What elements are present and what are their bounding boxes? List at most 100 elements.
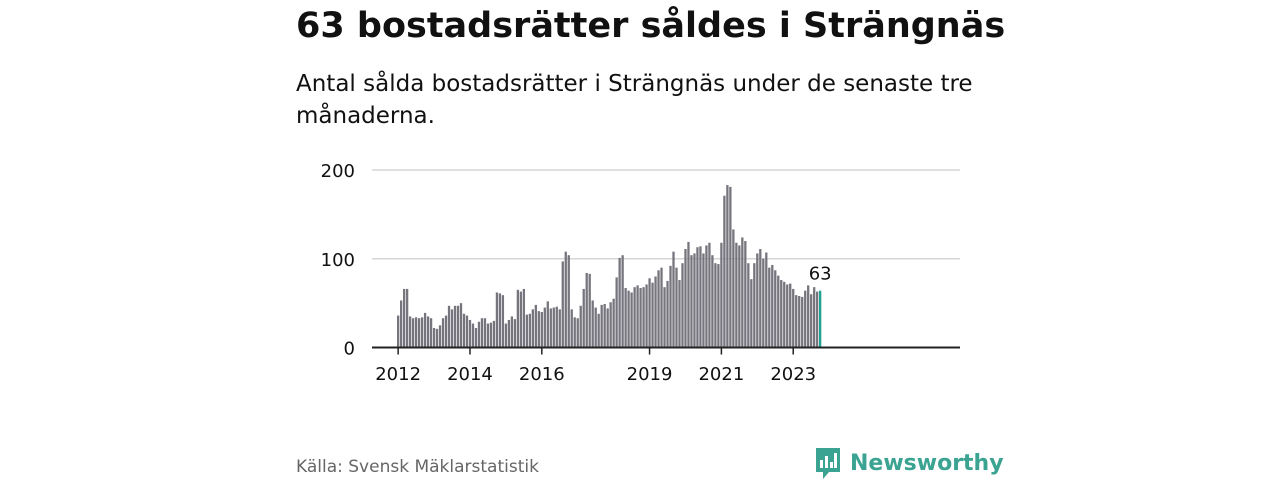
brand-logo[interactable]: Newsworthy (814, 446, 1004, 480)
source-note: Källa: Svensk Mäklarstatistik (296, 457, 539, 477)
bar (708, 242, 711, 348)
bar (435, 328, 439, 348)
bar (777, 275, 780, 348)
bar (717, 264, 720, 348)
bar (513, 319, 517, 348)
bar (729, 186, 732, 348)
bar (576, 318, 579, 348)
bar (444, 315, 448, 348)
bar (630, 292, 633, 348)
bar (486, 323, 490, 348)
bar (480, 318, 484, 348)
bar (702, 253, 705, 348)
bar-highlight (819, 290, 822, 348)
bar (675, 267, 678, 348)
bar (783, 281, 786, 348)
bar (573, 317, 576, 348)
bar (432, 327, 436, 348)
bar (516, 289, 520, 348)
bar (747, 263, 750, 348)
bar (663, 287, 666, 348)
bar (465, 315, 469, 348)
bar (543, 307, 546, 348)
bar (744, 241, 747, 348)
bar (765, 252, 768, 348)
bar (507, 319, 511, 348)
bar (720, 242, 723, 348)
bar (423, 312, 427, 348)
y-tick-label: 0 (344, 339, 355, 360)
bar (753, 263, 756, 348)
bar (414, 317, 418, 348)
x-tick-label: 2021 (698, 364, 744, 385)
bar (768, 267, 771, 348)
bar (582, 288, 585, 348)
bar (678, 280, 681, 348)
bar (525, 314, 528, 348)
bar (711, 255, 714, 348)
bar (786, 284, 789, 348)
bar (558, 309, 561, 348)
bar (504, 323, 508, 348)
bar (669, 265, 672, 348)
bar (804, 290, 807, 348)
bar (540, 312, 543, 348)
bar (579, 305, 582, 348)
bar (510, 316, 514, 348)
bar (615, 277, 618, 348)
bar (759, 248, 762, 348)
bar (522, 288, 526, 348)
x-tick-label: 2023 (770, 364, 816, 385)
bar (618, 257, 621, 348)
bar (420, 317, 424, 348)
bar (741, 237, 744, 348)
bar (402, 288, 406, 348)
y-tick-label: 200 (321, 161, 355, 182)
bar (471, 323, 475, 348)
bar (780, 280, 783, 348)
y-tick-label: 100 (321, 250, 355, 271)
bar (651, 282, 654, 348)
bar (501, 295, 505, 348)
bar (657, 270, 660, 348)
bar (666, 280, 669, 348)
bar (459, 303, 463, 348)
bar (537, 311, 540, 348)
bar (762, 258, 765, 348)
bar (672, 251, 675, 348)
bar (408, 316, 412, 348)
bar (600, 304, 603, 348)
bar (789, 283, 792, 348)
bar (489, 322, 493, 348)
bar (645, 284, 648, 348)
bar (603, 304, 606, 348)
bar (687, 241, 690, 348)
bar (606, 308, 609, 348)
chart-title: 63 bostadsrätter såldes i Strängnäs (296, 6, 1006, 46)
bar (528, 313, 531, 348)
bar (456, 305, 460, 348)
x-tick-label: 2014 (447, 364, 493, 385)
bar (660, 267, 663, 348)
bar (450, 309, 454, 348)
bar (585, 272, 588, 348)
bar (795, 295, 798, 348)
bar (690, 255, 693, 348)
highlight-value-label: 63 (809, 264, 832, 285)
bar (405, 288, 409, 348)
bar (735, 242, 738, 348)
bar (609, 302, 612, 348)
bar (594, 307, 597, 348)
bar (648, 278, 651, 348)
bar (810, 294, 813, 348)
bar (591, 300, 594, 348)
bar (813, 287, 816, 348)
bar (495, 292, 499, 348)
bar (684, 248, 687, 348)
x-tick-label: 2016 (519, 364, 565, 385)
bar (774, 270, 777, 348)
bar (738, 245, 741, 348)
bar (570, 309, 573, 348)
bar (453, 305, 457, 348)
